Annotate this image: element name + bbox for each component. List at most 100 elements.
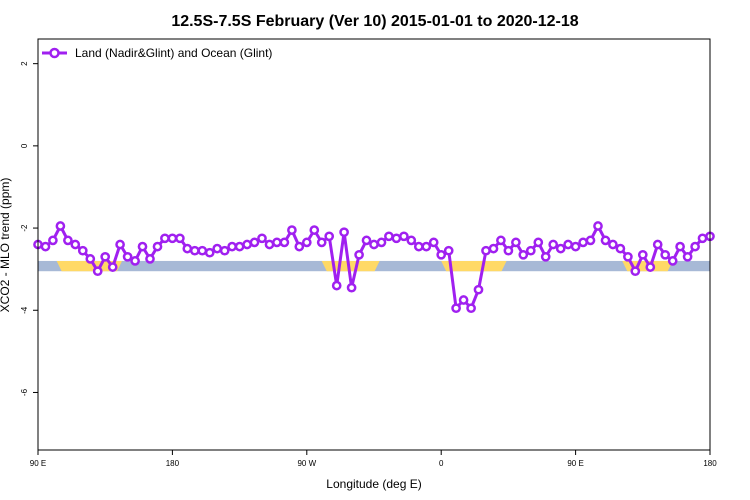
data-point <box>458 295 469 305</box>
data-point <box>339 227 349 238</box>
chart-title: 12.5S-7.5S February (Ver 10) 2015-01-01 … <box>171 13 578 30</box>
data-point <box>518 249 529 260</box>
data-point <box>354 249 364 260</box>
data-point <box>85 254 96 264</box>
data-point <box>331 280 342 291</box>
data-point <box>264 239 275 250</box>
y-tick-label: 2 <box>20 61 29 66</box>
data-point <box>152 241 163 252</box>
data-point <box>301 237 312 248</box>
data-point <box>92 266 103 277</box>
band-highlight <box>441 260 507 272</box>
x-tick-label: 90 E <box>567 459 583 468</box>
data-point <box>682 251 693 262</box>
data-point <box>115 239 125 250</box>
plot-frame <box>37 38 711 451</box>
data-point <box>511 237 521 248</box>
data-point <box>287 225 297 235</box>
data-point <box>130 256 140 266</box>
data-point <box>369 239 379 250</box>
y-tick-label: 0 <box>20 143 29 148</box>
data-point <box>204 247 215 258</box>
data-point <box>488 243 499 254</box>
x-tick-label: 180 <box>703 459 717 468</box>
data-point <box>272 237 282 248</box>
legend-label: Land (Nadir&Glint) and Ocean (Glint) <box>75 46 272 60</box>
data-point <box>212 243 223 254</box>
legend: Land (Nadir&Glint) and Ocean (Glint) <box>42 46 272 60</box>
data-point <box>249 237 260 248</box>
data-point <box>421 241 432 252</box>
data-point <box>503 245 514 256</box>
data-point <box>428 237 439 248</box>
data-point <box>48 235 58 246</box>
data-point <box>100 251 111 262</box>
y-axis-label: XCO2 - MLO trend (ppm) <box>0 178 12 313</box>
data-point <box>608 239 618 250</box>
data-point <box>122 251 133 262</box>
data-point <box>623 251 633 262</box>
data-point <box>145 254 155 264</box>
legend-marker <box>49 47 60 59</box>
band-highlight <box>321 260 380 272</box>
data-point <box>533 237 544 248</box>
x-axis-label: Longitude (deg E) <box>326 477 421 491</box>
x-axis: 90 E 180 90 W 0 90 E 180 <box>30 450 717 468</box>
data-point <box>309 225 320 235</box>
data-point <box>496 235 506 246</box>
x-tick-label: 90 W <box>297 459 316 468</box>
data-point <box>548 239 559 250</box>
data-point <box>555 243 566 254</box>
data-point <box>391 233 402 244</box>
data-point <box>160 233 170 244</box>
data-point <box>242 239 252 250</box>
data-point <box>55 221 66 231</box>
data-point <box>466 303 476 314</box>
y-tick-label: -2 <box>20 224 29 232</box>
data-point <box>690 241 700 252</box>
data-point <box>40 241 51 252</box>
data-point <box>167 233 178 244</box>
data-point <box>413 241 424 252</box>
data-point <box>189 245 200 256</box>
data-point <box>70 239 81 250</box>
data-point <box>376 237 387 248</box>
data-point <box>570 241 581 252</box>
data-point <box>585 235 596 246</box>
data-point <box>645 262 656 272</box>
data-point <box>451 303 461 314</box>
y-axis: 2 0 -2 -4 -6 <box>20 61 38 396</box>
data-point <box>593 221 603 231</box>
data-point <box>563 239 573 250</box>
y-tick-label: -6 <box>20 388 29 396</box>
data-point <box>137 241 148 252</box>
data-point <box>637 249 648 260</box>
data-point <box>525 245 536 256</box>
data-point <box>406 235 417 246</box>
x-tick-label: 90 E <box>30 459 46 468</box>
data-point <box>675 241 685 252</box>
data-point <box>384 231 394 242</box>
data-point <box>294 241 305 252</box>
data-point <box>697 233 708 244</box>
data-point <box>279 237 290 248</box>
data-point <box>540 251 551 262</box>
data-point <box>652 239 663 250</box>
data-point <box>197 245 208 256</box>
series-layer <box>33 221 715 314</box>
data-point <box>660 249 671 260</box>
band-highlight <box>56 260 122 272</box>
data-point <box>63 235 73 246</box>
data-point <box>346 282 357 293</box>
data-point <box>234 241 245 252</box>
data-point <box>227 241 237 252</box>
data-point <box>630 266 641 277</box>
data-point <box>443 245 454 256</box>
data-point <box>361 235 372 246</box>
data-point <box>615 243 626 254</box>
y-tick-label: -4 <box>20 306 29 314</box>
data-point <box>578 237 588 248</box>
data-point <box>473 284 484 295</box>
data-point <box>600 235 611 246</box>
